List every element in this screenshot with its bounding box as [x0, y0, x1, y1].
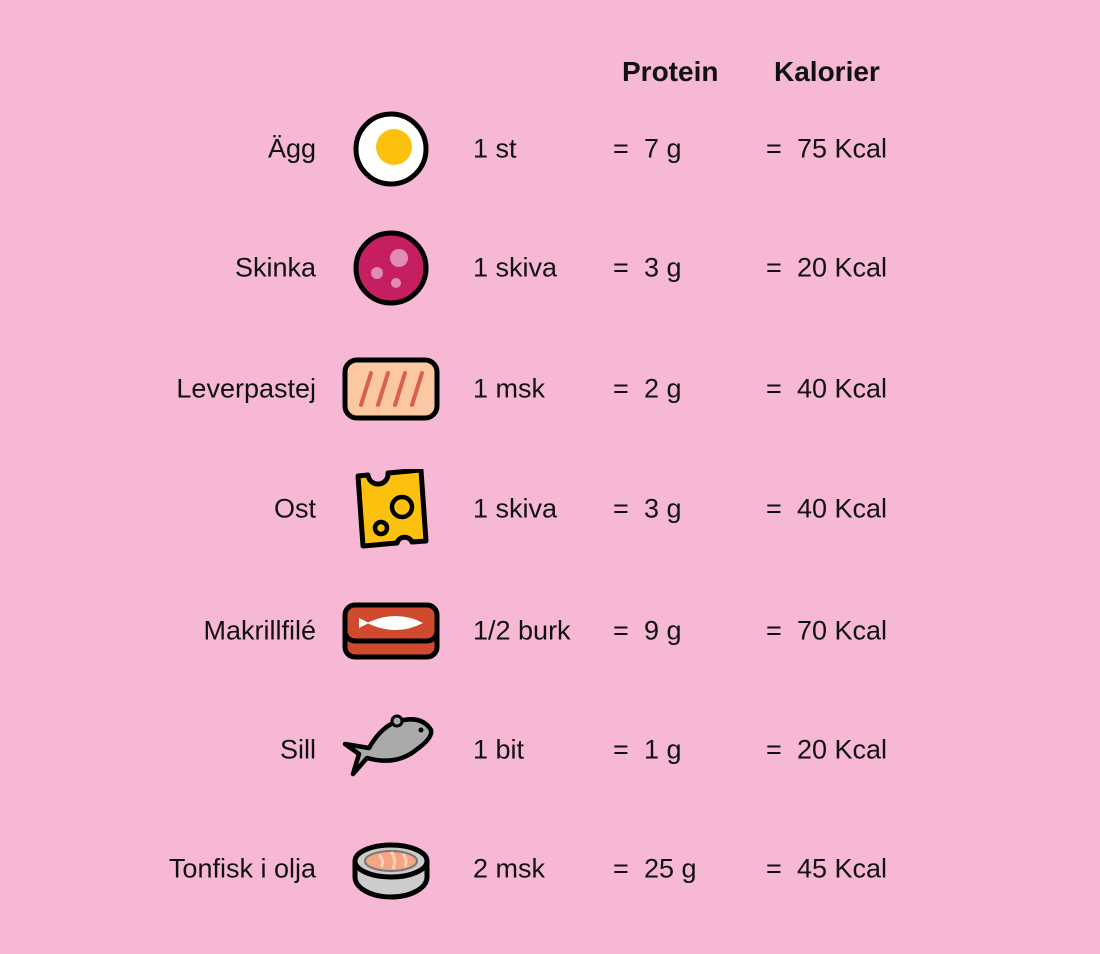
table-row: Sill 1 bit = 1 g = 20 Kcal [0, 710, 1100, 790]
portion: 1/2 burk [473, 615, 571, 646]
calories-value: 40 Kcal [797, 493, 888, 524]
egg-icon [341, 109, 441, 189]
protein-value: 3 g [644, 252, 682, 283]
equals-sign: = [766, 493, 782, 524]
header-protein: Protein [622, 56, 719, 87]
equals-sign: = [766, 734, 782, 765]
portion: 1 st [473, 133, 517, 164]
equals-sign: = [766, 373, 782, 404]
food-name: Ägg [267, 133, 316, 164]
protein-value: 25 g [644, 853, 697, 884]
protein-value: 1 g [644, 734, 682, 765]
food-name: Leverpastej [176, 373, 316, 404]
food-name: Ost [273, 493, 316, 524]
calories-value: 20 Kcal [797, 252, 888, 283]
equals-sign: = [613, 373, 629, 404]
table-row: Ägg 1 st = 7 g = 75 Kcal [0, 109, 1100, 189]
table-row: Makrillfilé 1/2 burk = 9 g = 70 Kcal [0, 591, 1100, 671]
liver-pate-icon [341, 349, 441, 429]
equals-sign: = [613, 252, 629, 283]
portion: 2 msk [473, 853, 546, 884]
equals-sign: = [613, 853, 629, 884]
mackerel-can-icon [341, 591, 441, 671]
protein-value: 3 g [644, 493, 682, 524]
herring-icon [341, 710, 441, 790]
portion: 1 msk [473, 373, 546, 404]
tuna-can-icon [341, 829, 441, 909]
header-calories: Kalorier [774, 56, 880, 87]
equals-sign: = [613, 734, 629, 765]
portion: 1 skiva [473, 493, 558, 524]
equals-sign: = [766, 252, 782, 283]
protein-value: 2 g [644, 373, 682, 404]
calories-value: 40 Kcal [797, 373, 888, 404]
cheese-icon [341, 467, 441, 549]
calories-value: 45 Kcal [797, 853, 888, 884]
table-row: Skinka 1 skiva = 3 g = 20 Kcal [0, 228, 1100, 308]
equals-sign: = [613, 133, 629, 164]
food-name: Makrillfilé [203, 615, 316, 646]
table-row: Ost 1 skiva = 3 g = 40 Kcal [0, 467, 1100, 549]
protein-value: 7 g [644, 133, 682, 164]
calories-value: 75 Kcal [797, 133, 888, 164]
ham-icon [341, 228, 441, 308]
equals-sign: = [766, 133, 782, 164]
table-row: Leverpastej 1 msk = 2 g = 40 Kcal [0, 349, 1100, 429]
calories-value: 70 Kcal [797, 615, 888, 646]
protein-value: 9 g [644, 615, 682, 646]
portion: 1 bit [473, 734, 525, 765]
portion: 1 skiva [473, 252, 558, 283]
table-row: Tonfisk i olja 2 msk = 25 g = 45 Kcal [0, 829, 1100, 909]
food-name: Tonfisk i olja [168, 853, 316, 884]
food-name: Skinka [234, 252, 316, 283]
equals-sign: = [766, 615, 782, 646]
calories-value: 20 Kcal [797, 734, 888, 765]
equals-sign: = [613, 493, 629, 524]
equals-sign: = [613, 615, 629, 646]
equals-sign: = [766, 853, 782, 884]
food-name: Sill [279, 734, 316, 765]
